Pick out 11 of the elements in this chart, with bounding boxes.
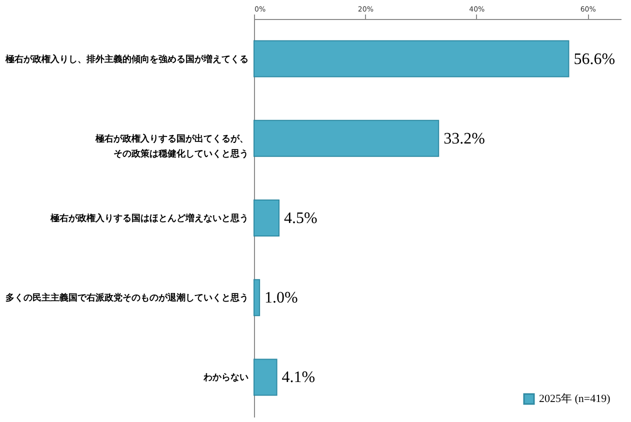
- data-label: 56.6%: [574, 50, 616, 68]
- data-label: 4.1%: [282, 369, 316, 386]
- y-tick-label: 極右が政権入りする国はほとんど増えないと思う: [50, 212, 248, 224]
- data-label: 4.5%: [284, 210, 318, 227]
- y-tick-label: わからない: [202, 373, 248, 384]
- y-tick-label: 多くの民主主義国で右派政党そのものが退潮していくと思う: [6, 292, 248, 304]
- data-label: 33.2%: [444, 130, 485, 148]
- y-tick-label: 極右が政権入りし、排外主義的傾向を強める国が増えてくる: [4, 52, 248, 65]
- y-tick-label: 極右が政権入りする国が出てくるが、その政策は穏健化していくと思う: [94, 133, 248, 160]
- data-label: 1.0%: [264, 290, 298, 307]
- legend-label: 2025年 (n=419): [539, 393, 611, 405]
